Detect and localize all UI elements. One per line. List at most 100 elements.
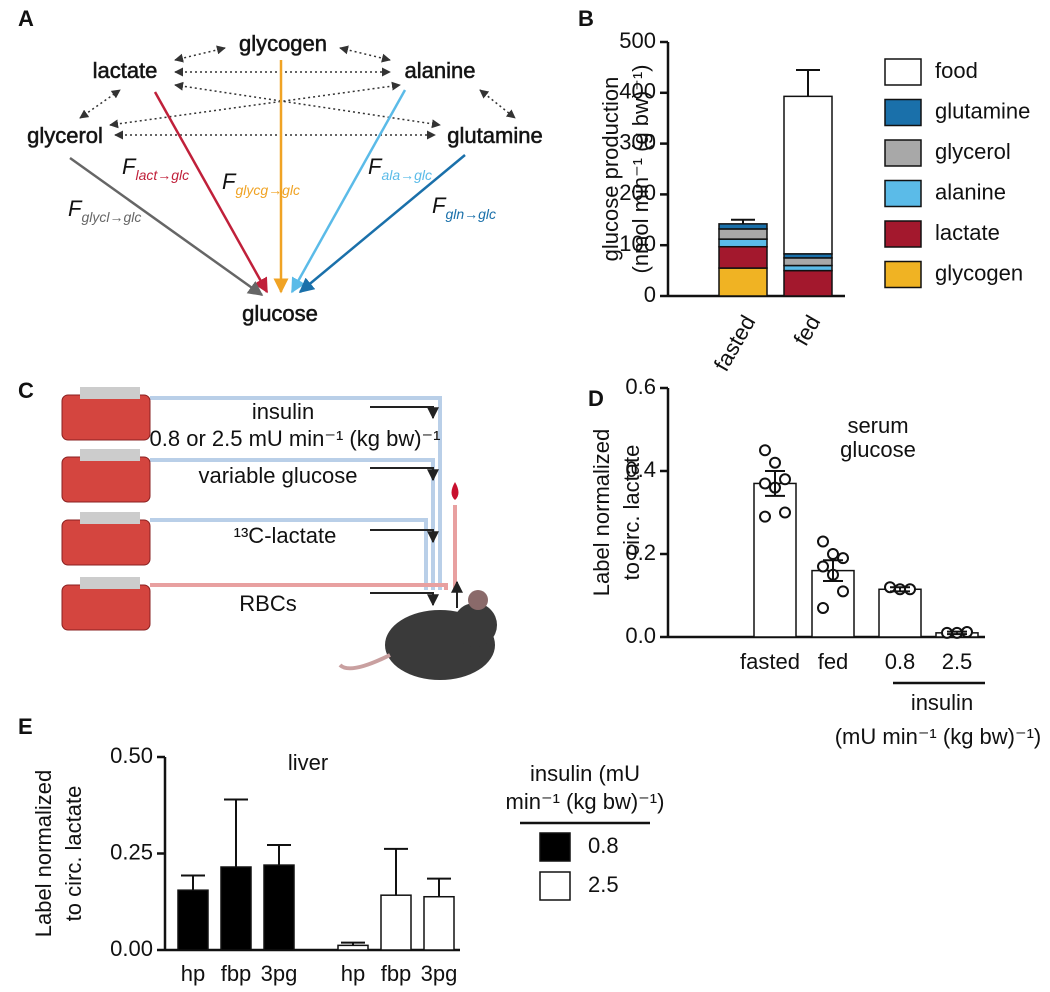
data-point [817,535,829,548]
setup-label: RBCs [239,591,296,616]
bar [380,894,412,951]
data-point [769,456,781,469]
flux-label: Fglycl→glc [68,196,141,225]
y-axis-label: to circ. lactate [619,445,644,581]
bar-segment [718,223,768,230]
flux-subscript: glycl→glc [81,209,141,225]
setup-label: 0.8 or 2.5 mU min⁻¹ (kg bw)⁻¹ [150,426,441,451]
y-tick-label: 0.00 [110,936,153,961]
x-tick-label: 2.5 [942,649,973,674]
data-point [759,477,771,490]
legend-label: alanine [935,179,1006,204]
legend-label: glutamine [935,98,1030,123]
node-label: alanine [405,58,476,83]
y-tick-label: 500 [619,28,656,53]
flux-label: Fglycg→glc [222,169,300,198]
flux-symbol: F [68,196,83,221]
bar-segment [718,238,768,248]
legend-swatch [539,871,571,901]
bar [263,864,295,951]
x-tick-label: fasted [709,311,761,375]
flux-subscript: lact→glc [135,167,189,183]
setup-drawing [61,387,497,680]
legend-label: glycerol [935,139,1011,164]
x-tick-label: fbp [381,961,412,986]
flux-subscript: gln→glc [445,206,496,222]
chart-title: glucose [840,437,916,462]
legend-swatch [884,220,922,248]
flux-symbol: F [122,154,137,179]
legend-label: 2.5 [588,872,619,897]
dotted-links [79,45,516,140]
node-label: glutamine [447,123,542,148]
bar-segment [718,228,768,240]
x-tick-label: fed [788,311,825,350]
legend-swatch [539,832,571,862]
y-tick-label: 0.2 [625,540,656,565]
chart-title: liver [288,750,328,775]
y-axis-label: to circ. lactate [61,786,86,922]
x-tick-label: 0.8 [885,649,916,674]
flux-symbol: F [222,169,237,194]
group-label: insulin [911,690,973,715]
y-tick-label: 0.50 [110,743,153,768]
x-tick-label: fed [818,649,849,674]
data-point [817,560,829,573]
legend-title: insulin (mU [530,761,640,786]
x-tick-label: hp [181,961,205,986]
legend-label: lactate [935,220,1000,245]
setup-label: ¹³C-lactate [234,523,337,548]
panel-label: A [18,6,34,31]
node-label: glycogen [239,31,327,56]
legend-label: 0.8 [588,833,619,858]
x-tick-label: 3pg [261,961,298,986]
data-point [759,510,771,523]
data-point [827,548,839,560]
bar [220,866,252,951]
flux-arrow [153,91,269,294]
bar-segment [783,269,833,297]
panel-label: B [578,6,594,31]
y-axis-label: Label normalized [589,429,614,597]
flux-arrow [298,154,466,293]
x-tick-label: 3pg [421,961,458,986]
y-axis-label: Label normalized [31,770,56,938]
x-tick-label: fbp [221,961,252,986]
flux-label: Flact→glc [122,154,189,183]
legend-swatch [884,58,922,86]
bar-segment [783,257,833,267]
y-tick-label: 100 [619,231,656,256]
bar [878,588,922,638]
flux-symbol: F [368,154,383,179]
node-label: glucose [242,301,318,326]
data-point [817,601,829,614]
y-tick-label: 400 [619,79,656,104]
y-tick-label: 0.25 [110,839,153,864]
group-label: (mU min⁻¹ (kg bw)⁻¹) [835,724,1042,749]
data-point [837,552,849,565]
y-tick-label: 0 [644,282,656,307]
bar-segment [783,264,833,272]
legend-label: food [935,58,978,83]
node-label: glycerol [27,123,103,148]
y-tick-label: 200 [619,180,656,205]
bar [337,944,369,951]
legend-title: min⁻¹ (kg bw)⁻¹) [506,789,665,814]
bar [177,889,209,951]
flux-arrow [69,156,264,297]
legend-swatch [884,98,922,127]
y-tick-label: 0.6 [625,374,656,399]
y-tick-label: 300 [619,129,656,154]
flux-symbol: F [432,193,447,218]
legend-swatch [884,179,922,208]
data-point [941,626,953,639]
bar-segment [718,267,768,297]
data-point [904,583,916,596]
bar-segment [718,245,768,269]
flux-arrow [290,89,407,294]
bar [753,482,797,638]
data-point [779,473,791,486]
flux-label: Fala→glc [368,154,432,183]
